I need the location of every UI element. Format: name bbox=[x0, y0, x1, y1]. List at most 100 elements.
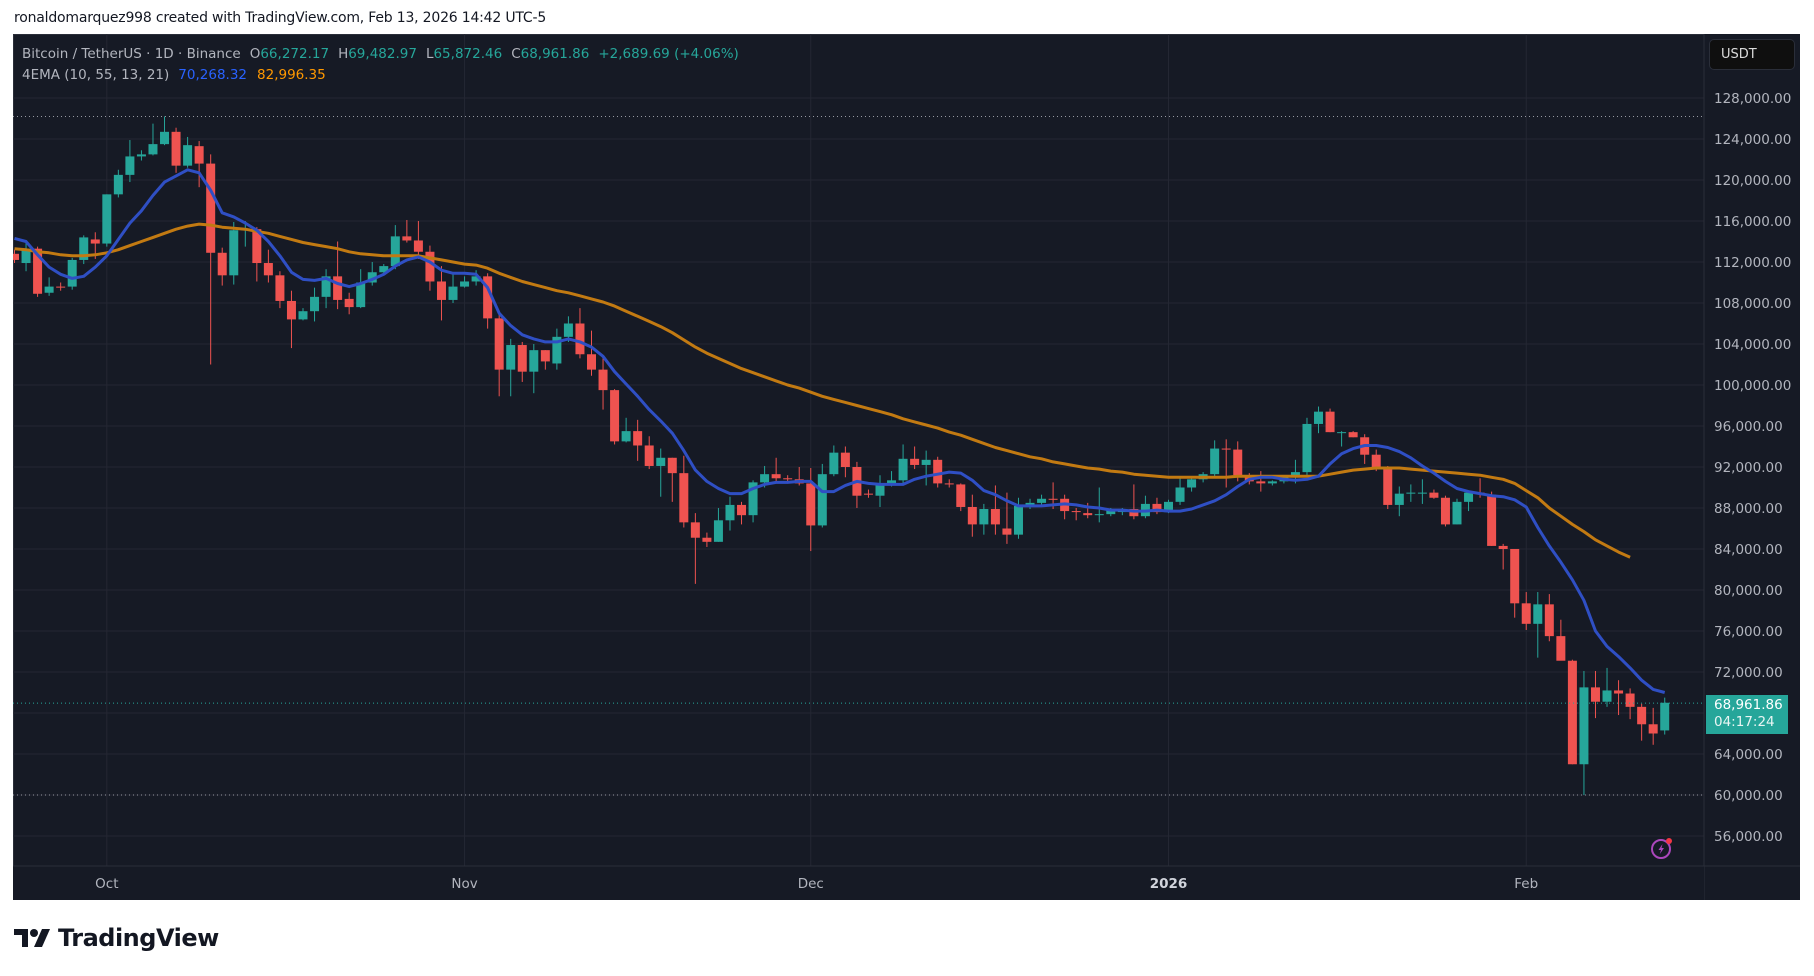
candle bbox=[863, 489, 873, 498]
candle bbox=[910, 446, 920, 470]
candle bbox=[1648, 707, 1658, 745]
candle bbox=[1567, 659, 1577, 765]
candle bbox=[1267, 480, 1277, 486]
candle bbox=[1360, 434, 1370, 464]
candle bbox=[506, 338, 516, 397]
candle bbox=[598, 358, 608, 410]
candle bbox=[979, 503, 989, 535]
candle bbox=[1302, 417, 1312, 478]
lightning-alert-icon[interactable] bbox=[1650, 836, 1674, 860]
candle bbox=[771, 457, 781, 483]
close-label: C bbox=[511, 46, 521, 62]
candle bbox=[67, 257, 77, 290]
candle bbox=[702, 532, 712, 547]
price-tick-label: 104,000.00 bbox=[1714, 337, 1791, 353]
candle bbox=[1314, 406, 1324, 434]
indicator-row: 4EMA (10, 55, 13, 21) 70,268.32 82,996.3… bbox=[22, 65, 739, 86]
candle bbox=[517, 341, 527, 382]
candle bbox=[229, 222, 239, 285]
candle bbox=[436, 266, 446, 321]
candle bbox=[1129, 484, 1139, 520]
candle bbox=[552, 328, 562, 370]
candle bbox=[1452, 498, 1462, 525]
candle bbox=[1071, 508, 1081, 521]
candle bbox=[713, 508, 723, 542]
candle bbox=[1233, 441, 1243, 482]
candlestick-chart[interactable]: 128,000.00 124,000.00 120,000.00 116,000.00… bbox=[13, 34, 1800, 900]
open-label: O bbox=[249, 46, 261, 62]
candle bbox=[1487, 491, 1497, 546]
time-tick-label: Feb bbox=[1514, 876, 1538, 892]
candle bbox=[390, 225, 400, 270]
candle bbox=[840, 446, 850, 478]
candle bbox=[1337, 431, 1347, 447]
candle bbox=[217, 247, 227, 286]
candle bbox=[286, 290, 296, 349]
candle bbox=[1394, 486, 1404, 517]
price-axis[interactable]: 128,000.00 124,000.00 120,000.00 116,000.00… bbox=[1703, 34, 1800, 900]
candle bbox=[956, 483, 966, 512]
candle bbox=[160, 116, 170, 146]
candle bbox=[1590, 670, 1600, 719]
price-tick-label: 100,000.00 bbox=[1714, 378, 1791, 394]
candle bbox=[471, 270, 481, 286]
candle bbox=[13, 249, 19, 264]
price-tick-label: 60,000.00 bbox=[1714, 788, 1783, 804]
indicator-name[interactable]: 4EMA (10, 55, 13, 21) bbox=[22, 67, 170, 83]
candle bbox=[1625, 688, 1635, 720]
high-label: H bbox=[338, 46, 349, 62]
candle bbox=[737, 501, 747, 525]
candle bbox=[575, 308, 585, 359]
price-tick-label: 56,000.00 bbox=[1714, 829, 1783, 845]
candle bbox=[610, 389, 620, 445]
candle bbox=[933, 456, 943, 488]
candle bbox=[1094, 487, 1104, 523]
candle bbox=[1556, 619, 1566, 661]
candle bbox=[1025, 498, 1035, 510]
candle bbox=[44, 277, 54, 296]
candle bbox=[79, 235, 89, 265]
symbol-title[interactable]: Bitcoin / TetherUS · 1D · Binance bbox=[22, 46, 241, 62]
high-value: 69,482.97 bbox=[348, 46, 417, 62]
price-tick-label: 96,000.00 bbox=[1714, 419, 1783, 435]
candle bbox=[1660, 697, 1670, 735]
candle bbox=[1060, 494, 1070, 520]
candle bbox=[1325, 408, 1335, 433]
last-price-label: 68,961.86 04:17:24 bbox=[1706, 695, 1788, 734]
candle bbox=[1429, 489, 1439, 499]
candle bbox=[356, 269, 366, 309]
candle bbox=[136, 150, 146, 161]
candle bbox=[321, 269, 331, 309]
candle bbox=[298, 308, 308, 321]
ema-fast-line bbox=[14, 168, 1666, 694]
candle bbox=[56, 282, 66, 291]
tradingview-logo: TradingView bbox=[14, 924, 219, 952]
time-axis[interactable]: Oct Nov Dec 2026 Feb bbox=[13, 865, 1800, 900]
candle bbox=[1140, 495, 1150, 519]
candle bbox=[367, 262, 377, 286]
candle bbox=[1464, 492, 1474, 512]
candle bbox=[148, 123, 158, 156]
candle bbox=[402, 219, 412, 243]
price-tick-label: 128,000.00 bbox=[1714, 91, 1791, 107]
low-label: L bbox=[425, 46, 434, 62]
candle bbox=[1348, 431, 1358, 438]
candle bbox=[587, 330, 596, 376]
candle bbox=[252, 227, 262, 282]
tradingview-logo-icon bbox=[14, 929, 50, 947]
low-value: 65,872.46 bbox=[433, 46, 503, 62]
bar-countdown: 04:17:24 bbox=[1714, 714, 1775, 730]
ema-slow-value: 82,996.35 bbox=[257, 67, 326, 83]
price-tick-label: 120,000.00 bbox=[1714, 173, 1791, 189]
price-tick-label: 76,000.00 bbox=[1714, 624, 1783, 640]
candle bbox=[1083, 502, 1093, 519]
candle bbox=[275, 271, 285, 309]
close-value: 68,961.86 bbox=[520, 46, 590, 62]
price-tick-label: 116,000.00 bbox=[1714, 214, 1791, 230]
time-tick-label: 2026 bbox=[1150, 876, 1188, 892]
candle bbox=[344, 292, 354, 315]
candle bbox=[102, 194, 112, 247]
candle bbox=[967, 494, 977, 537]
currency-button[interactable]: USDT bbox=[1709, 39, 1795, 70]
last-price-value: 68,961.86 bbox=[1714, 697, 1783, 713]
